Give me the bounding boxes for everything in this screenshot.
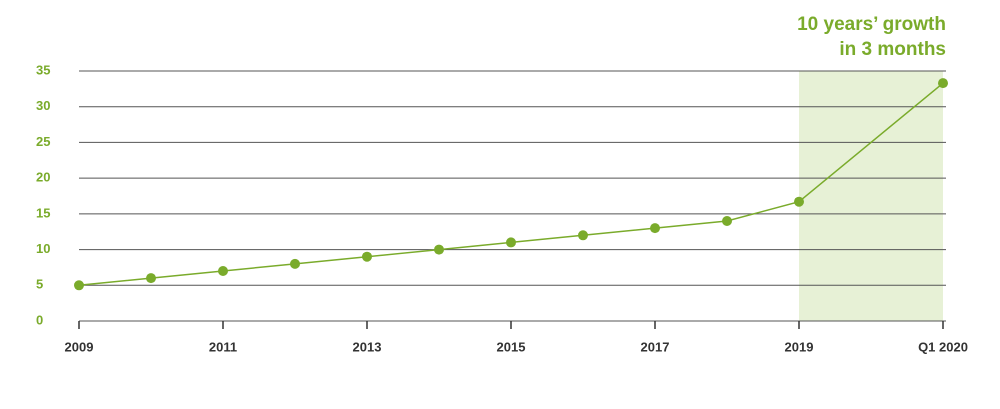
y-tick-label: 25 [36,134,50,149]
highlight-band [799,71,943,321]
x-tick-label: 2009 [65,339,94,354]
point [650,223,660,234]
y-tick-label: 0 [36,312,43,327]
x-tick-label: 2011 [209,339,237,354]
point [938,78,948,89]
point [74,280,84,291]
x-tick-label: Q1 2020 [918,339,968,354]
annotation: 10 years’ growth [797,14,946,35]
point [578,230,588,241]
x-tick-label: 2013 [353,339,382,354]
point [722,216,732,226]
annotation: in 3 months [839,39,946,60]
point [434,244,444,255]
y-tick-label: 5 [36,277,43,292]
x-tick-label: 2019 [785,339,814,354]
point [146,273,156,284]
x-tick-label: 2017 [641,339,670,354]
point [290,258,300,269]
line [78,82,944,287]
point [218,266,228,276]
y-tick-label: 35 [36,62,50,77]
point [362,251,372,262]
y-tick-label: 30 [36,98,50,113]
point [794,196,804,207]
y-tick-label: 10 [36,241,50,256]
x-tick-label: 2015 [497,339,526,354]
point [506,237,516,248]
y-tick-label: 20 [36,170,50,185]
y-tick-label: 15 [36,205,50,220]
